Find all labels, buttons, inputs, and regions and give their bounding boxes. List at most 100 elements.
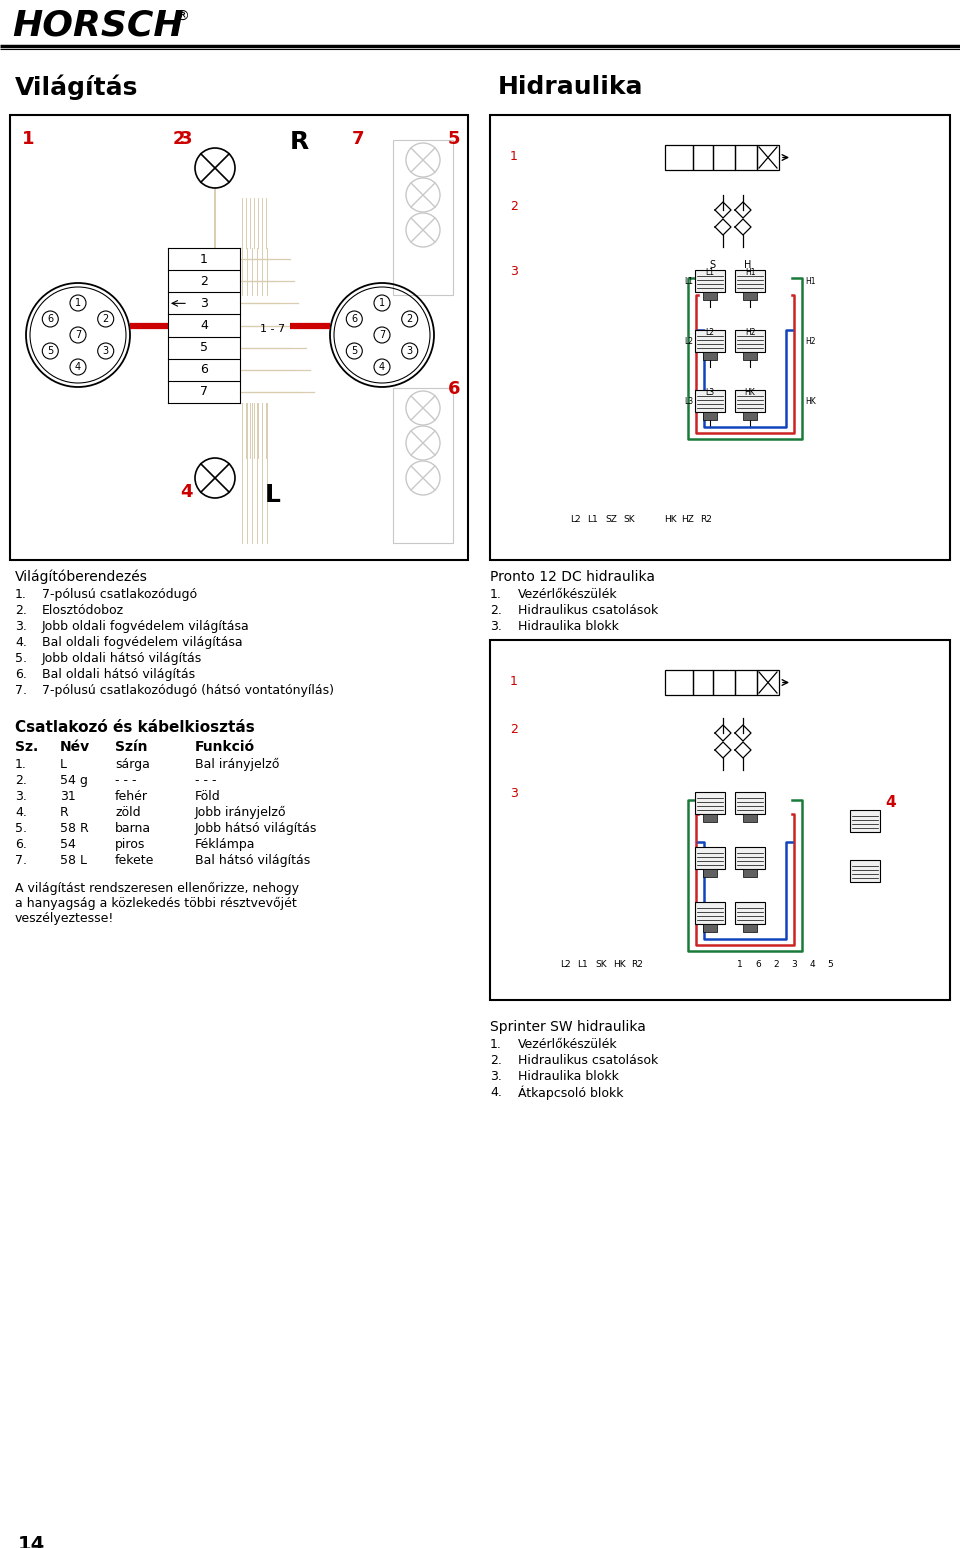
Text: 2.: 2. (490, 1054, 502, 1067)
Bar (743, 868, 757, 878)
Text: 3.: 3. (15, 789, 27, 803)
Text: 1: 1 (75, 299, 81, 308)
Text: - - -: - - - (195, 774, 217, 786)
Text: 5.: 5. (15, 822, 27, 834)
Text: L1: L1 (684, 277, 693, 285)
Bar (850, 810, 880, 831)
Bar (703, 293, 717, 300)
Text: 3: 3 (180, 130, 193, 149)
Text: 6: 6 (351, 314, 357, 324)
Text: 5: 5 (200, 341, 208, 354)
Text: Hidraulika blokk: Hidraulika blokk (518, 621, 619, 633)
Text: 6: 6 (448, 379, 461, 398)
Text: L2: L2 (560, 960, 570, 969)
Text: Pronto 12 DC hidraulika: Pronto 12 DC hidraulika (490, 570, 655, 584)
Text: HK: HK (745, 389, 756, 396)
Text: 7-pólusú csatlakozódugó (hátsó vontatónyílás): 7-pólusú csatlakozódugó (hátsó vontatóny… (42, 684, 334, 697)
Text: 1.: 1. (490, 588, 502, 601)
Text: 3: 3 (510, 265, 517, 279)
Text: 5: 5 (448, 130, 461, 149)
Text: Bal oldali hátsó világítás: Bal oldali hátsó világítás (42, 669, 195, 681)
Text: zöld: zöld (115, 807, 140, 819)
Text: Csatlakozó és kábelkiosztás: Csatlakozó és kábelkiosztás (15, 720, 254, 735)
Bar (703, 868, 717, 878)
Text: Bal hátsó világítás: Bal hátsó világítás (195, 854, 310, 867)
Text: 31: 31 (60, 789, 76, 803)
Text: 6: 6 (756, 960, 761, 969)
Text: H2: H2 (745, 328, 756, 337)
Text: L2: L2 (684, 336, 693, 345)
Bar (695, 847, 725, 868)
Text: Hidraulika blokk: Hidraulika blokk (518, 1070, 619, 1084)
Text: 1 - 7: 1 - 7 (260, 324, 285, 333)
Text: 1.: 1. (15, 588, 27, 601)
Circle shape (42, 311, 59, 327)
Text: 58 L: 58 L (60, 854, 87, 867)
Circle shape (347, 344, 362, 359)
Text: fehér: fehér (115, 789, 148, 803)
Text: H: H (744, 260, 752, 269)
Text: Vezérlőkészülék: Vezérlőkészülék (518, 1039, 617, 1051)
Text: 7: 7 (379, 330, 385, 341)
Bar (703, 412, 717, 420)
Text: 4: 4 (885, 796, 896, 810)
Bar (490, 115, 950, 560)
Text: Bal oldali fogvédelem világítása: Bal oldali fogvédelem világítása (42, 636, 243, 649)
Text: Szín: Szín (115, 740, 148, 754)
Bar (695, 902, 725, 924)
Text: 3: 3 (791, 960, 797, 969)
Text: Jobb irányjelző: Jobb irányjelző (195, 807, 286, 819)
Circle shape (374, 296, 390, 311)
Text: Jobb hátsó világítás: Jobb hátsó világítás (195, 822, 318, 834)
Text: Világítóberendezés: Világítóberendezés (15, 570, 148, 585)
Circle shape (401, 344, 418, 359)
Bar (393, 389, 453, 543)
Bar (695, 390, 725, 412)
Text: 6.: 6. (15, 837, 27, 851)
Text: SK: SK (623, 515, 635, 525)
Text: L3: L3 (684, 396, 693, 406)
Bar (490, 639, 950, 1000)
Text: 3.: 3. (490, 621, 502, 633)
Text: Hidraulika: Hidraulika (498, 74, 643, 99)
Bar (743, 351, 757, 361)
Circle shape (70, 359, 86, 375)
Text: 1: 1 (22, 130, 35, 149)
Bar (693, 670, 713, 695)
Bar (735, 847, 765, 868)
Circle shape (374, 359, 390, 375)
Circle shape (347, 311, 362, 327)
Text: 1.: 1. (15, 759, 27, 771)
Circle shape (401, 311, 418, 327)
Text: Vezérlőkészülék: Vezérlőkészülék (518, 588, 617, 601)
Text: Hidraulikus csatolások: Hidraulikus csatolások (518, 604, 659, 618)
Bar (393, 139, 453, 296)
Text: L: L (265, 483, 281, 508)
Text: Jobb oldali hátsó világítás: Jobb oldali hátsó világítás (42, 652, 203, 666)
Text: 2: 2 (407, 314, 413, 324)
Text: 1: 1 (737, 960, 743, 969)
Text: 4: 4 (379, 362, 385, 372)
Text: R2: R2 (631, 960, 643, 969)
Text: 2: 2 (200, 274, 208, 288)
Text: Jobb oldali fogvédelem világítása: Jobb oldali fogvédelem világítása (42, 621, 250, 633)
Text: L2: L2 (569, 515, 580, 525)
Circle shape (70, 296, 86, 311)
Bar (743, 412, 757, 420)
Text: 3.: 3. (490, 1070, 502, 1084)
Text: 58 R: 58 R (60, 822, 88, 834)
Bar (703, 814, 717, 822)
Text: 3: 3 (407, 347, 413, 356)
Text: L1: L1 (588, 515, 598, 525)
Text: HZ: HZ (682, 515, 694, 525)
Text: 1: 1 (200, 252, 208, 266)
Text: 4.: 4. (15, 807, 27, 819)
Text: 2: 2 (510, 200, 517, 214)
Text: HK: HK (663, 515, 676, 525)
Circle shape (42, 344, 59, 359)
Text: SZ: SZ (605, 515, 617, 525)
Circle shape (98, 311, 113, 327)
Text: 1.: 1. (490, 1039, 502, 1051)
Bar (703, 924, 717, 932)
Bar (743, 924, 757, 932)
